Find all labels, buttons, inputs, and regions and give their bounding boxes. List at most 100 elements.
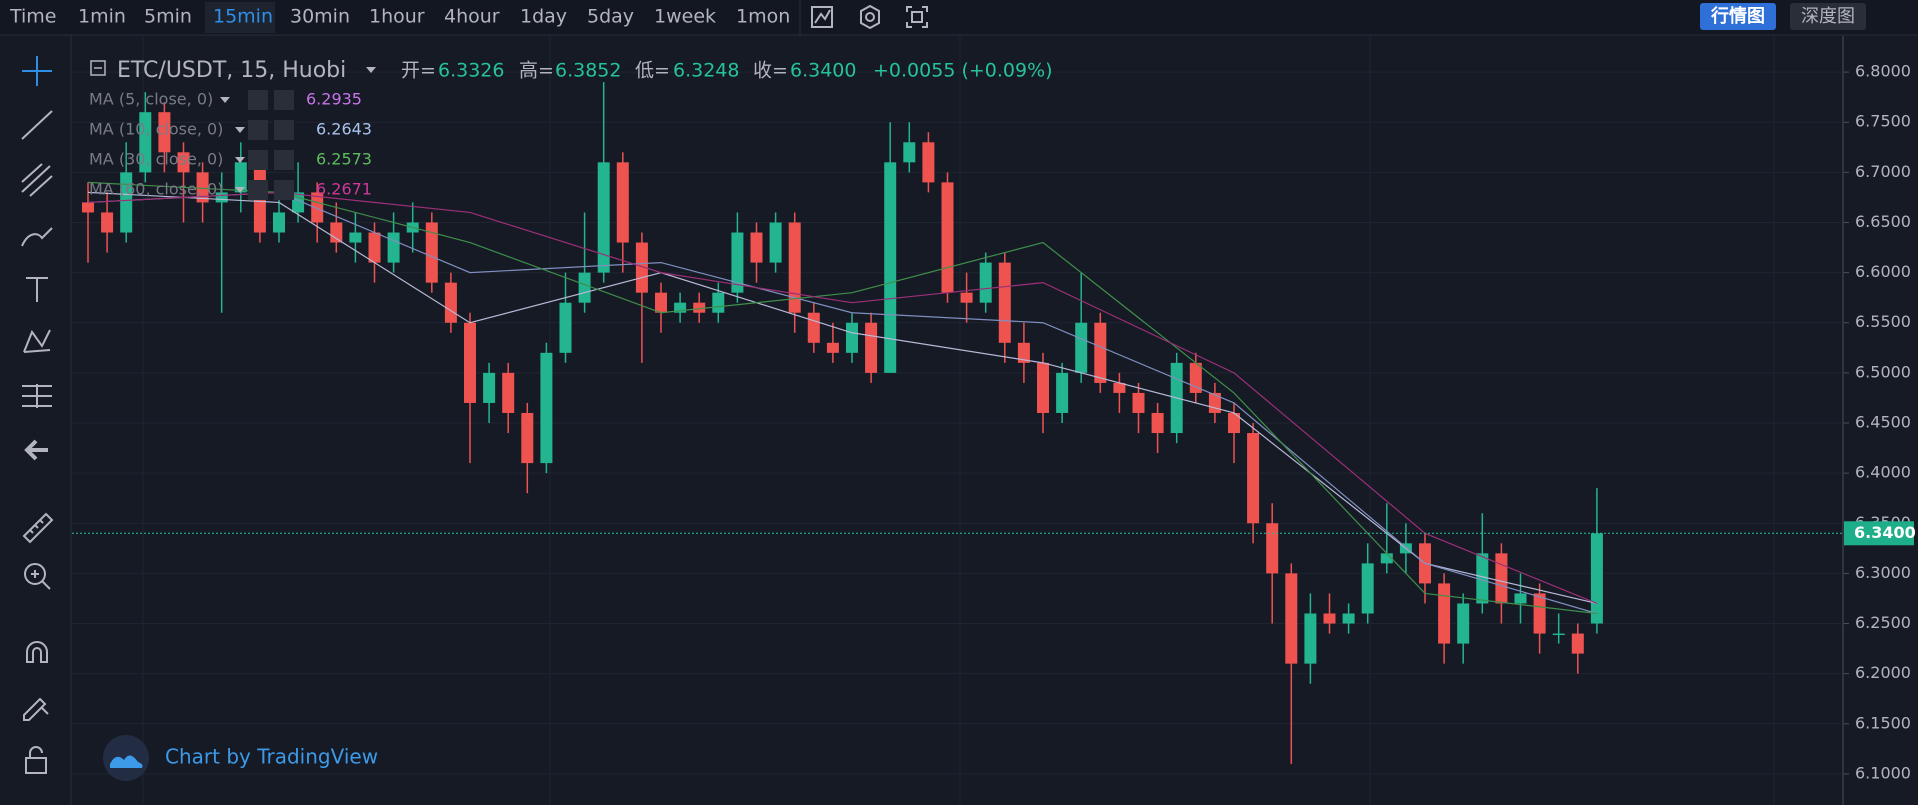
candle-body — [273, 212, 285, 233]
interval-button[interactable]: 4hour — [444, 6, 500, 28]
ma-name: MA (30, close, 0) — [89, 150, 223, 169]
candle-body — [846, 322, 858, 353]
tab-active-bg — [1700, 3, 1776, 30]
view-tab[interactable]: 深度图 — [1801, 6, 1855, 27]
y-tick-label: 6.6500 — [1855, 212, 1911, 231]
candle-body — [655, 292, 667, 313]
back-tool[interactable] — [24, 439, 48, 461]
magnet-tool[interactable] — [26, 641, 48, 663]
lock-drawing-tool[interactable] — [23, 697, 49, 721]
candle-body — [1228, 412, 1240, 434]
ma-remove[interactable] — [274, 180, 294, 200]
ohlc-name: 开= — [401, 60, 436, 82]
candle-body — [215, 192, 228, 203]
ma-caret[interactable] — [235, 157, 245, 163]
view-tab[interactable]: 行情图 — [1710, 5, 1765, 27]
candle-body — [616, 162, 629, 243]
candle-body — [693, 302, 706, 313]
ma-settings[interactable] — [248, 90, 268, 110]
measure-tool[interactable] — [22, 384, 52, 408]
settings-icon[interactable] — [860, 4, 880, 30]
ma-caret[interactable] — [235, 127, 245, 133]
candle-body — [1113, 382, 1126, 393]
y-tick-label: 6.6000 — [1855, 262, 1911, 281]
candle-body — [1037, 362, 1049, 413]
text-tool[interactable] — [26, 277, 48, 302]
candle-body — [101, 212, 114, 233]
pattern-tool[interactable] — [23, 329, 51, 353]
candle-body — [998, 262, 1011, 343]
y-tick-label: 6.8000 — [1855, 62, 1911, 81]
indicator-icon[interactable] — [811, 6, 833, 28]
ma-settings[interactable] — [248, 180, 268, 200]
ma-remove[interactable] — [274, 90, 294, 110]
ma-caret[interactable] — [235, 187, 245, 193]
y-tick-label: 6.7500 — [1855, 112, 1911, 131]
ruler-tool[interactable] — [22, 512, 54, 544]
ma-caret[interactable] — [220, 97, 230, 103]
candle-body — [1208, 392, 1221, 413]
y-tick-label: 6.1000 — [1855, 763, 1911, 782]
y-tick-label: 6.2000 — [1855, 663, 1911, 682]
candle-body — [540, 352, 553, 464]
candle-body — [196, 172, 209, 203]
candle-body — [769, 222, 782, 263]
candle-body — [292, 192, 305, 213]
interval-button[interactable]: 15min — [213, 6, 273, 28]
candle-body — [234, 162, 247, 193]
ma-name: MA (10, close, 0) — [89, 120, 223, 139]
ma-settings[interactable] — [248, 120, 268, 140]
ma-line — [87, 191, 1598, 605]
top-icons — [811, 4, 928, 30]
interval-button[interactable]: 30min — [290, 6, 350, 28]
interval-button[interactable]: 1hour — [369, 6, 425, 28]
candle-body — [158, 112, 171, 153]
ma-value: 6.2573 — [316, 150, 372, 169]
candle-body — [1285, 573, 1298, 664]
watermark[interactable]: Chart by TradingView — [165, 745, 378, 769]
interval-button[interactable]: 5min — [144, 6, 192, 28]
interval-button[interactable]: Time — [9, 6, 57, 28]
y-tick-label: 6.5500 — [1855, 312, 1911, 331]
y-tick-label: 6.1500 — [1855, 713, 1911, 732]
symbol[interactable]: ETC/USDT, 15, Huobi — [117, 58, 346, 83]
y-tick-label: 6.7000 — [1855, 162, 1911, 181]
candle-body — [1476, 553, 1489, 604]
top-bar — [0, 0, 1918, 35]
interval-button[interactable]: 1mon — [736, 6, 790, 28]
ma-name: MA (5, close, 0) — [89, 90, 213, 109]
collapse-icon[interactable] — [90, 60, 106, 76]
candle-body — [502, 372, 515, 413]
interval-button[interactable]: 5day — [587, 6, 634, 28]
interval-button[interactable]: 1week — [654, 6, 716, 28]
settings-icon-dot — [865, 12, 875, 22]
interval-button[interactable]: 1day — [520, 6, 567, 28]
candle-body — [559, 302, 572, 353]
tab-bg — [1790, 3, 1866, 30]
y-tick-label: 6.4500 — [1855, 413, 1911, 432]
lock-tool[interactable] — [25, 757, 47, 774]
ma-settings[interactable] — [248, 150, 268, 170]
crosshair-tool[interactable] — [22, 56, 52, 86]
line-tool[interactable] — [21, 110, 53, 140]
symbol-caret[interactable] — [366, 67, 376, 73]
candle-body — [1304, 613, 1317, 664]
candle-body — [425, 222, 438, 283]
brush-tool[interactable] — [21, 227, 53, 247]
ma-remove[interactable] — [274, 120, 294, 140]
candle-body — [884, 162, 897, 373]
zoom-tool[interactable] — [24, 563, 46, 585]
change: +0.0055 (+0.09%) — [873, 60, 1053, 82]
candle-body — [521, 412, 534, 464]
ohlc-value: 6.3852 — [555, 60, 621, 82]
candle-body — [635, 242, 648, 293]
interval-button[interactable]: 1min — [78, 6, 126, 28]
fib-tool[interactable] — [21, 163, 53, 197]
candle-body — [387, 232, 400, 263]
ma-name: MA (60, close, 0) — [89, 180, 223, 199]
ma-remove[interactable] — [274, 150, 294, 170]
fullscreen-icon[interactable] — [906, 6, 928, 28]
